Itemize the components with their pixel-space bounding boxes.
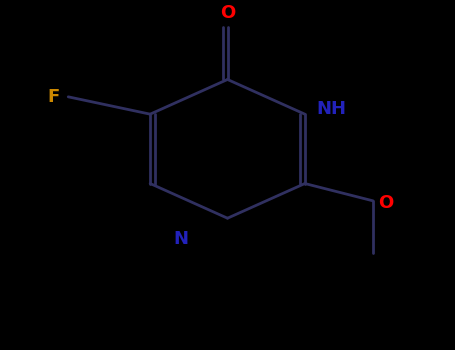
Text: O: O	[220, 4, 235, 22]
Text: F: F	[47, 88, 59, 106]
Text: N: N	[174, 230, 189, 248]
Text: NH: NH	[316, 100, 346, 118]
Text: O: O	[378, 194, 393, 212]
